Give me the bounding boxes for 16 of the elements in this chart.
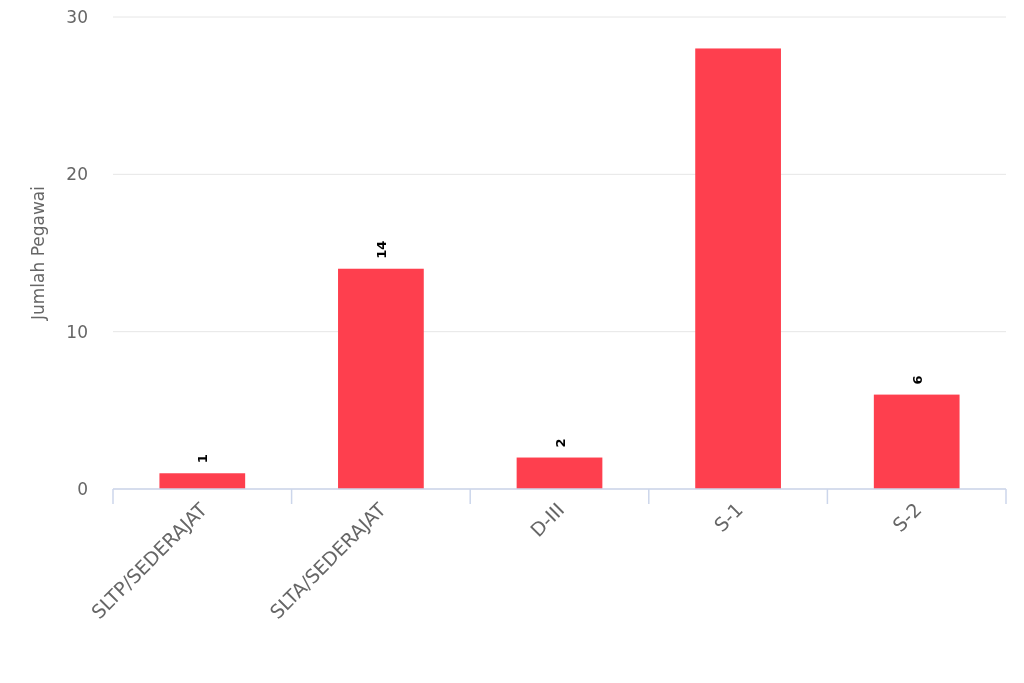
y-tick-label: 10 (66, 321, 88, 342)
y-tick-label: 20 (66, 164, 88, 185)
data-label: 1 (195, 454, 211, 464)
data-label: 14 (373, 240, 389, 259)
y-tick-label: 30 (66, 6, 88, 27)
bar (338, 268, 424, 489)
data-label: 6 (909, 375, 925, 385)
data-label: 2 (552, 438, 568, 448)
y-axis-title: Jumlah Pegawai (28, 185, 48, 322)
x-tick-label: S-2 (888, 498, 926, 536)
x-tick-label: S-1 (709, 498, 747, 536)
bar (873, 394, 960, 489)
bar (695, 48, 781, 489)
y-tick-label: 0 (77, 478, 88, 499)
bar (516, 457, 603, 489)
bar (159, 473, 246, 489)
